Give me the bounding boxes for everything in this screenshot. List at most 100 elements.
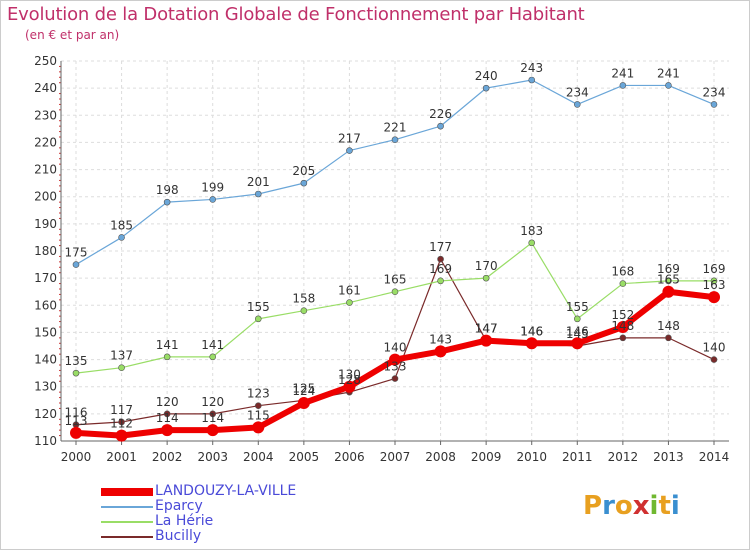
data-point <box>616 321 629 333</box>
series-lines <box>70 76 720 442</box>
data-point <box>573 315 581 323</box>
data-point <box>346 147 353 154</box>
data-label: 243 <box>520 61 543 75</box>
data-point <box>437 277 444 285</box>
legend-swatch <box>101 536 153 538</box>
data-label: 183 <box>520 224 543 238</box>
data-label: 221 <box>384 121 407 135</box>
logo-letter: i <box>670 491 680 521</box>
data-point <box>665 277 672 285</box>
legend-label: LANDOUZY-LA-VILLE <box>155 483 297 499</box>
data-label: 148 <box>611 319 634 333</box>
data-label: 199 <box>201 180 224 194</box>
y-tick-label: 110 <box>34 434 57 448</box>
y-tick-label: 120 <box>34 407 57 421</box>
data-label: 141 <box>156 338 179 352</box>
data-point <box>72 261 80 268</box>
data-point <box>573 101 581 108</box>
x-tick-label: 2008 <box>425 450 456 464</box>
data-point <box>254 190 262 198</box>
data-point <box>391 375 399 382</box>
data-point <box>297 397 310 409</box>
legend-label: La Hérie <box>155 513 214 529</box>
data-point <box>118 418 125 426</box>
logo-letter: r <box>602 491 615 521</box>
data-point <box>391 288 399 296</box>
data-point <box>710 356 718 363</box>
data-label: 198 <box>156 183 179 197</box>
data-point <box>619 280 627 287</box>
data-label: 241 <box>657 66 680 80</box>
data-label: 234 <box>703 85 726 99</box>
data-point <box>300 307 308 315</box>
data-label: 226 <box>429 107 452 121</box>
data-point <box>525 337 538 350</box>
data-point <box>118 234 125 241</box>
x-tick-label: 2013 <box>653 450 684 464</box>
grid <box>61 60 729 442</box>
data-point <box>437 122 444 130</box>
y-tick-label: 160 <box>34 298 57 312</box>
y-tick-label: 240 <box>34 81 57 95</box>
data-point <box>528 239 536 247</box>
data-label: 117 <box>110 403 133 417</box>
chart-subtitle: (en € et par an) <box>25 28 120 42</box>
data-point <box>528 76 536 84</box>
proxiti-logo: Proxiti <box>583 491 680 521</box>
x-tick-label: 2003 <box>197 450 228 464</box>
data-label: 165 <box>657 273 680 287</box>
data-point <box>254 402 262 410</box>
data-point <box>708 291 720 304</box>
data-label: 234 <box>566 85 589 99</box>
data-label: 140 <box>703 341 726 355</box>
data-label: 155 <box>566 300 589 314</box>
x-tick-label: 2000 <box>61 450 92 464</box>
logo-letter: t <box>658 491 671 521</box>
data-label: 185 <box>110 218 133 232</box>
data-point <box>115 429 128 442</box>
data-point <box>434 345 447 358</box>
data-label: 165 <box>384 273 407 287</box>
data-point <box>619 82 627 89</box>
data-point <box>389 353 401 366</box>
data-label: 120 <box>156 395 179 409</box>
data-point <box>482 274 490 282</box>
data-label: 168 <box>611 265 634 279</box>
data-point <box>209 353 217 361</box>
y-tick-label: 150 <box>34 325 57 339</box>
data-label: 147 <box>475 322 498 336</box>
data-point <box>391 136 399 144</box>
data-point <box>252 421 265 434</box>
data-label: 201 <box>247 175 270 189</box>
data-label: 123 <box>247 387 270 401</box>
data-label: 148 <box>657 319 680 333</box>
y-tick-label: 180 <box>34 244 57 258</box>
data-point <box>482 84 490 92</box>
data-label: 112 <box>110 417 133 431</box>
x-tick-label: 2002 <box>152 450 183 464</box>
data-point <box>662 285 675 298</box>
legend-swatch <box>101 506 153 508</box>
data-point <box>209 410 217 418</box>
y-tick-label: 200 <box>34 190 57 204</box>
data-label: 125 <box>292 381 315 395</box>
x-tick-label: 2007 <box>380 450 411 464</box>
data-label: 137 <box>110 349 133 363</box>
data-point <box>665 334 672 342</box>
data-point <box>480 334 493 347</box>
data-point <box>343 380 356 393</box>
data-label: 205 <box>292 164 315 178</box>
data-point <box>710 101 718 108</box>
data-label: 133 <box>384 360 407 374</box>
data-label: 241 <box>611 66 634 80</box>
data-label: 177 <box>429 240 452 254</box>
data-label: 146 <box>520 324 543 338</box>
data-point <box>118 364 125 372</box>
x-tick-label: 2012 <box>608 450 639 464</box>
legend-label: Eparcy <box>155 498 203 514</box>
data-label: 128 <box>338 373 361 387</box>
data-label: 163 <box>703 278 726 292</box>
logo-letter: x <box>632 491 650 521</box>
data-label: 169 <box>429 262 452 276</box>
